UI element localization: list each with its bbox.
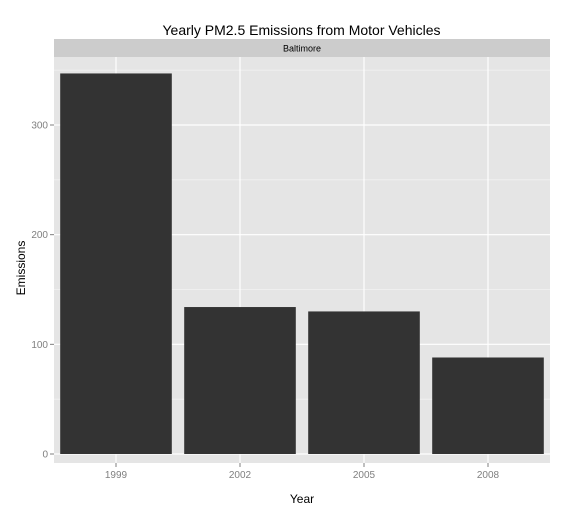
y-tick-label: 200 [31, 230, 48, 241]
bar-2008 [432, 357, 544, 454]
x-tick-label: 2002 [229, 470, 252, 481]
bar-2005 [308, 311, 420, 454]
x-tick-label: 1999 [105, 470, 128, 481]
y-axis-title: Emissions [14, 241, 28, 296]
x-tick-label: 2008 [477, 470, 500, 481]
x-tick-label: 2005 [353, 470, 376, 481]
x-axis-title: Year [290, 492, 314, 506]
y-axis: 0 100 200 300 [31, 120, 54, 461]
chart-title: Yearly PM2.5 Emissions from Motor Vehicl… [162, 22, 441, 38]
bar-1999 [60, 73, 172, 454]
x-axis: 1999 2002 2005 2008 [105, 463, 500, 481]
y-tick-label: 0 [42, 450, 48, 461]
bars [60, 73, 544, 454]
bar-2002 [184, 307, 296, 454]
strip-background [54, 39, 550, 57]
y-tick-label: 100 [31, 340, 48, 351]
facet-strip-label: Baltimore [283, 44, 321, 54]
y-tick-label: 300 [31, 120, 48, 131]
